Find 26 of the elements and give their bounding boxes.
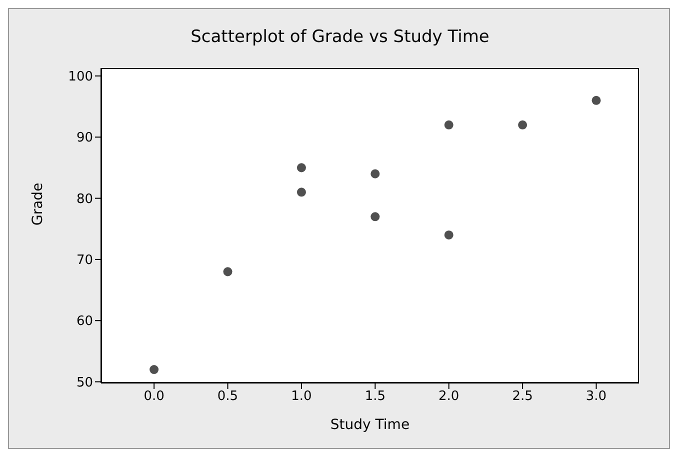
point: [223, 267, 232, 276]
point: [296, 163, 306, 172]
y-tick-label: 100: [68, 70, 93, 85]
x-tick-label: 1.0: [291, 389, 312, 404]
y-tick-label: 70: [76, 253, 93, 268]
x-tick-label: 1.5: [364, 389, 386, 404]
x-tick-label: 3.0: [586, 389, 607, 404]
y-tick-label: 80: [76, 192, 93, 207]
point: [370, 169, 380, 178]
y-axis-title: Grade: [30, 182, 46, 226]
x-tick-label: 2.0: [438, 389, 460, 404]
point: [296, 188, 306, 197]
x-tick-label: 0.0: [144, 389, 164, 404]
y-tick-label: 90: [76, 130, 93, 146]
point: [518, 120, 528, 130]
y-tick-label: 50: [76, 375, 93, 390]
y-tick-label: 60: [76, 314, 93, 330]
x-tick-label: 0.5: [217, 389, 238, 404]
x-tick-label: 2.5: [512, 389, 533, 404]
point: [370, 212, 380, 222]
chart-title: Scatterplot of Grade vs Study Time: [190, 27, 490, 47]
point: [444, 120, 454, 130]
point: [444, 230, 454, 240]
point: [592, 96, 601, 105]
x-axis-title: Study Time: [330, 417, 410, 433]
point: [150, 365, 159, 374]
